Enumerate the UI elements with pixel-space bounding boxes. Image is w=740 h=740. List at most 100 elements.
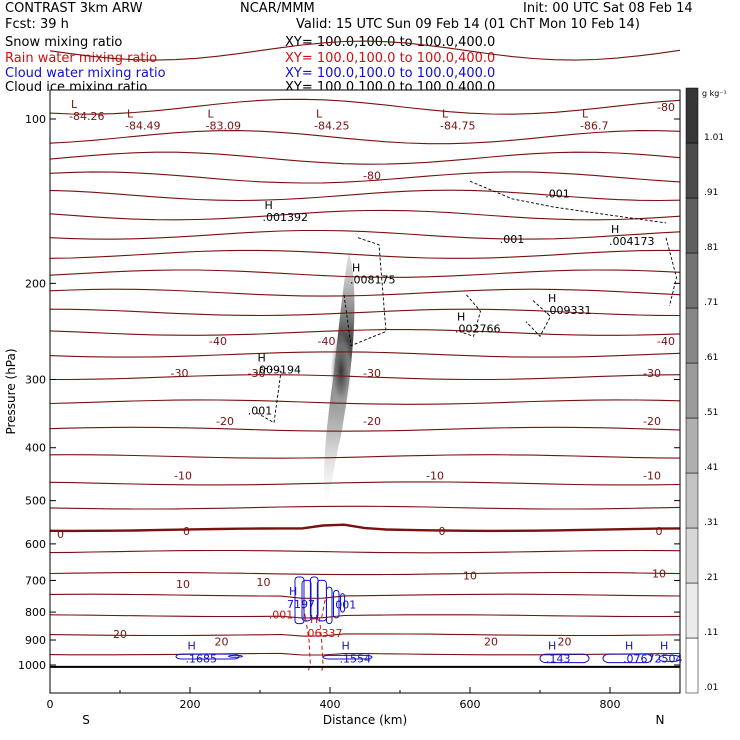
isotherm bbox=[49, 151, 681, 165]
snow-max-value: .002766 bbox=[455, 323, 501, 336]
colorbar-swatch bbox=[685, 197, 699, 254]
isotherm bbox=[49, 426, 681, 432]
colorbar-label: .51 bbox=[704, 408, 718, 418]
y-tick-label: 300 bbox=[25, 374, 46, 387]
cloud-water-contour bbox=[228, 654, 243, 658]
cloud-water-max-marker: H bbox=[188, 640, 196, 653]
plot-frame bbox=[49, 89, 681, 694]
low-value: -84.75 bbox=[440, 120, 475, 133]
snow-max-value: .001392 bbox=[263, 211, 309, 224]
rain-contour bbox=[305, 617, 311, 673]
snow-contour-label: .001 bbox=[248, 405, 273, 418]
colorbar-swatch bbox=[685, 307, 699, 364]
snow-max-value: .009194 bbox=[256, 363, 302, 376]
low-marker: L bbox=[208, 108, 215, 121]
isotherm bbox=[49, 249, 680, 259]
isotherm bbox=[49, 399, 681, 405]
rain-max-marker: H bbox=[310, 613, 318, 626]
cloud-water-max-value: 7197 bbox=[287, 598, 315, 611]
colorbar-label: 1.01 bbox=[704, 133, 724, 143]
isotherm-label: -30 bbox=[363, 367, 381, 380]
isotherm-label: -30 bbox=[248, 367, 266, 380]
isotherm-label: 0 bbox=[183, 525, 190, 538]
valid-time: Valid: 15 UTC Sun 09 Feb 14 (01 ChT Mon … bbox=[296, 17, 640, 32]
colorbar-swatch bbox=[685, 637, 699, 694]
south-label: S bbox=[82, 713, 90, 727]
ice-contour bbox=[469, 180, 667, 224]
model-title: CONTRAST 3km ARW bbox=[5, 1, 143, 16]
isotherm bbox=[49, 209, 681, 221]
cloud-water-contour bbox=[301, 579, 312, 622]
isotherm bbox=[49, 614, 681, 619]
cloud-water-max-marker: H bbox=[342, 640, 350, 653]
snow-max-value: .008175 bbox=[350, 273, 396, 286]
field-xy-rain: XY= 100.0,100.0 to 100.0,400.0 bbox=[285, 51, 496, 66]
low-value: -86.7 bbox=[580, 120, 608, 133]
isotherm-label: 0 bbox=[656, 525, 663, 538]
isotherm-label: -20 bbox=[363, 415, 381, 428]
isotherm-label: 20 bbox=[558, 635, 572, 648]
isotherm bbox=[49, 269, 681, 278]
ice-contour bbox=[256, 366, 282, 424]
snow-max-marker: H bbox=[457, 311, 465, 324]
isotherm bbox=[49, 523, 681, 533]
cloud-water-contour bbox=[340, 593, 346, 613]
low-marker: L bbox=[316, 108, 323, 121]
isotherm-label: -80 bbox=[657, 101, 675, 114]
x-axis-label: Distance (km) bbox=[323, 713, 407, 727]
cloud-water-contour bbox=[326, 586, 333, 625]
x-tick-label: 0 bbox=[47, 698, 54, 711]
cloud-water-max-value: .1685 bbox=[186, 653, 218, 666]
isotherm-label: 10 bbox=[652, 568, 666, 581]
cloud-water-contour bbox=[602, 653, 653, 664]
colorbar-label: .01 bbox=[704, 683, 718, 693]
low-marker: L bbox=[127, 108, 134, 121]
isotherm bbox=[49, 633, 681, 637]
field-name-rain: Rain water mixing ratio bbox=[5, 51, 158, 66]
isotherm bbox=[49, 351, 681, 358]
isotherm-label: -20 bbox=[643, 415, 661, 428]
colorbar-label: .71 bbox=[704, 298, 718, 308]
colorbar-label: .91 bbox=[704, 188, 718, 198]
cloud-water-max-marker: H bbox=[625, 640, 633, 653]
isotherm bbox=[49, 40, 681, 61]
isotherm-label: -40 bbox=[209, 335, 227, 348]
field-name-cloud-water: Cloud water mixing ratio bbox=[5, 66, 166, 81]
isotherm-label: -10 bbox=[426, 470, 444, 483]
x-tick-label: 200 bbox=[180, 698, 201, 711]
low-marker: L bbox=[71, 98, 78, 111]
y-tick-label: 1000 bbox=[18, 659, 46, 672]
field-name-snow: Snow mixing ratio bbox=[5, 35, 123, 50]
isotherm bbox=[49, 189, 681, 202]
low-value: -84.26 bbox=[69, 110, 104, 123]
y-tick-label: 200 bbox=[25, 277, 46, 290]
isotherm bbox=[49, 308, 681, 317]
cloud-water-contour-label: .001 bbox=[332, 598, 357, 611]
cloud-water-contour bbox=[175, 653, 240, 660]
cloud-water-max-value: .504 bbox=[658, 653, 683, 666]
init-time: Init: 00 UTC Sat 08 Feb 14 bbox=[523, 1, 693, 16]
colorbar-label: .81 bbox=[704, 243, 718, 253]
isotherm bbox=[50, 374, 681, 381]
colorbar-label: .11 bbox=[704, 628, 718, 638]
snow-max-value: .009331 bbox=[546, 304, 592, 317]
isotherm-label: -40 bbox=[657, 335, 675, 348]
cloud-water-max-value: .143 bbox=[546, 653, 571, 666]
low-marker: L bbox=[582, 108, 589, 121]
isotherm bbox=[49, 98, 681, 115]
cloud-water-contour bbox=[294, 576, 305, 625]
y-tick-label: 700 bbox=[25, 574, 46, 587]
x-tick-label: 600 bbox=[460, 698, 481, 711]
colorbar-swatch bbox=[685, 527, 699, 584]
isotherm-label: -20 bbox=[216, 415, 234, 428]
cloud-water-max-value: .07672 bbox=[623, 653, 662, 666]
cloud-water-max-marker: H bbox=[660, 640, 668, 653]
isotherm bbox=[49, 481, 681, 486]
colorbar-swatch bbox=[685, 417, 699, 474]
cloud-water-contour bbox=[322, 654, 373, 660]
rain-max-value: .06337 bbox=[304, 627, 343, 640]
low-value: -84.49 bbox=[125, 120, 160, 133]
isotherm-label: -10 bbox=[643, 470, 661, 483]
low-value: -84.25 bbox=[314, 120, 349, 133]
